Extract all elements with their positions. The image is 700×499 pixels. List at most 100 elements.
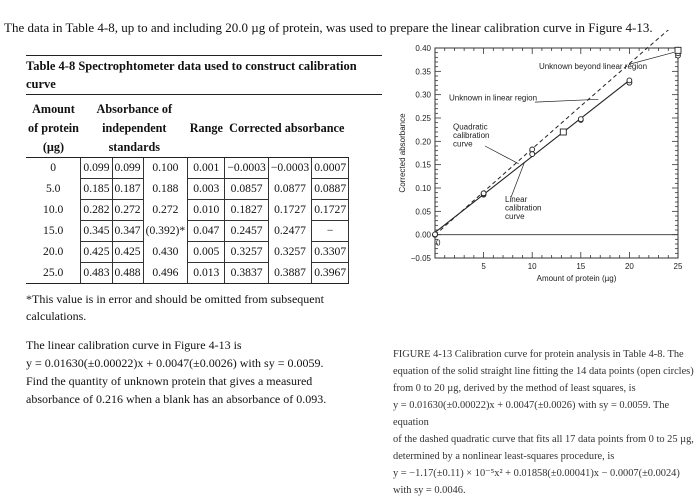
cell-c2: 0.3887 (268, 262, 312, 284)
table-body: 0 0.099 0.099 0.100 0.001 −0.0003 −0.0003 0.000… (26, 157, 350, 284)
header-absorbance-line2: independent (102, 121, 167, 135)
cell-a3: 0.430 (152, 245, 179, 258)
data-point (577, 116, 584, 122)
annotation-quadratic-leader (484, 145, 519, 165)
x-tick-label: 0 (436, 239, 441, 248)
header-absorbance-line1: Absorbance of (96, 102, 173, 116)
unknown-in-linear-marker (559, 128, 567, 136)
annotation-linear: Linear (505, 195, 528, 204)
table-row: 15.0 0.345 0.347 (0.392)* 0.047 0.2457 0.2477− (26, 220, 350, 242)
cell-c3: 0.3967 (311, 262, 350, 284)
annotation-linear-leader (510, 162, 525, 198)
unknown-beyond-marker (674, 46, 682, 54)
header-range: Range (187, 100, 225, 158)
header-amount-line3: (µg) (42, 140, 65, 154)
cell-c2: 0.2477 (274, 224, 306, 237)
cell-c1: 0.3837 (224, 262, 269, 284)
cell-c1: 0.2457 (224, 220, 269, 242)
cell-a2: 0.272 (111, 199, 144, 221)
cell-c2: 0.0877 (274, 182, 306, 195)
figure-caption-line: equation of the solid straight line fitt… (393, 366, 694, 377)
cell-c1: 0.3257 (224, 241, 269, 263)
header-amount: Amount of protein (µg) (26, 100, 81, 158)
y-tick-label: 0.25 (415, 114, 431, 123)
cell-c1: −0.0003 (224, 157, 269, 179)
cell-a2: 0.425 (111, 241, 144, 263)
cell-c3: 0.1727 (311, 199, 350, 221)
cell-c3: − (311, 220, 350, 242)
quadratic-fit-curve (434, 30, 669, 236)
annotation-linear: curve (505, 212, 525, 221)
figure-caption-line: from 0 to 20 µg, derived by the method o… (393, 383, 636, 394)
cell-a1: 0.425 (80, 241, 113, 263)
table-caption-line2: curve (26, 77, 56, 91)
intro-text: The data in Table 4-8, up to and includi… (4, 20, 653, 35)
y-axis-label: Corrected absorbance (398, 113, 407, 193)
cell-c2: 0.1727 (274, 203, 306, 216)
cell-range: 0.003 (187, 178, 226, 200)
header-amount-line2: of protein (28, 121, 79, 135)
y-tick-label: 0.20 (415, 137, 431, 146)
table-row: 20.0 0.425 0.425 0.430 0.005 0.3257 0.3257 0.33… (26, 241, 350, 263)
problem-line3: Find the quantity of unknown protein tha… (26, 374, 313, 388)
cell-c1: 0.1827 (224, 199, 269, 221)
annotation-in-linear-leader (534, 98, 599, 103)
cell-a2: 0.187 (111, 178, 144, 200)
data-point (529, 146, 536, 153)
x-axis-label: Amount of protein (µg) (537, 274, 617, 283)
x-tick-label: 20 (625, 262, 634, 271)
annotation-in-linear: Unknown in linear region (449, 93, 537, 102)
table-footnote: *This value is in error and should be om… (26, 292, 324, 323)
figure-caption-line: with sy = 0.0046. (393, 485, 466, 496)
annotation-beyond-linear: Unknown beyond linear region (539, 62, 647, 71)
problem-line1: The linear calibration curve in Figure 4… (26, 338, 242, 352)
annotation-quadratic: curve (453, 139, 473, 148)
cell-range: 0.005 (187, 241, 226, 263)
y-tick-label: 0.40 (415, 44, 431, 53)
cell-range: 0.047 (187, 220, 226, 242)
y-tick-label: 0.30 (415, 91, 431, 100)
cell-a2: 0.488 (111, 262, 144, 284)
table-row: 10.0 0.282 0.272 0.272 0.010 0.1827 0.1727 0.17… (26, 199, 350, 221)
cell-c3: 0.3307 (311, 241, 350, 263)
y-tick-label: 0.05 (415, 207, 431, 216)
header-absorbance-line3: standards (108, 140, 161, 154)
problem-line2: y = 0.01630(±0.00022)x + 0.0047(±0.0026)… (26, 356, 324, 370)
y-tick-label: 0.15 (415, 161, 431, 170)
y-tick-label: 0.10 (415, 184, 431, 193)
spectrophotometer-table: Amount of protein (µg) Absorbance of ind… (26, 100, 350, 284)
cell-range: 0.001 (187, 157, 226, 179)
table-row: 0 0.099 0.099 0.100 0.001 −0.0003 −0.0003 0.000… (26, 157, 350, 179)
cell-c1: 0.0857 (224, 178, 269, 200)
cell-amount: 0 (50, 161, 57, 175)
x-tick-label: 25 (674, 262, 683, 271)
cell-a1: 0.483 (80, 262, 113, 284)
annotation-quadratic: calibration (453, 131, 489, 140)
x-tick-label: 15 (576, 262, 585, 271)
cell-a3: (0.392)* (145, 224, 186, 237)
cell-a1: 0.345 (80, 220, 113, 242)
annotation-quadratic: Quadratic (453, 123, 488, 132)
cell-c3: 0.0887 (311, 178, 350, 200)
table-caption: Table 4-8 Spectrophtometer data used to … (26, 55, 382, 95)
table-caption-line1: Table 4-8 Spectrophtometer data used to … (26, 59, 357, 73)
header-amount-line1: Amount (32, 102, 75, 116)
figure-caption: FIGURE 4-13 Calibration curve for protei… (393, 346, 695, 499)
cell-amount: 10.0 (43, 203, 64, 216)
data-point (626, 77, 633, 84)
cell-a3: 0.272 (152, 203, 179, 216)
figure-caption-line: FIGURE 4-13 Calibration curve for protei… (393, 349, 684, 360)
cell-a1: 0.185 (80, 178, 113, 200)
cell-amount: 25.0 (26, 262, 81, 284)
cell-range: 0.013 (187, 262, 226, 284)
cell-c2: 0.3257 (274, 245, 306, 258)
data-point (480, 190, 487, 197)
problem-text: The linear calibration curve in Figure 4… (26, 336, 406, 408)
header-absorbance: Absorbance of independent standards (80, 100, 188, 158)
figure-caption-line: y = 0.01630(±0.00022)x + 0.0047(±0.0026)… (393, 400, 670, 428)
cell-a3: 0.100 (152, 161, 179, 175)
table-row: 5.0 0.185 0.187 0.188 0.003 0.0857 0.0877 0.088… (26, 178, 350, 200)
plot-frame (434, 47, 679, 259)
cell-a1: 0.099 (80, 157, 113, 179)
figure-caption-line: of the dashed quadratic curve that fits … (393, 434, 694, 445)
